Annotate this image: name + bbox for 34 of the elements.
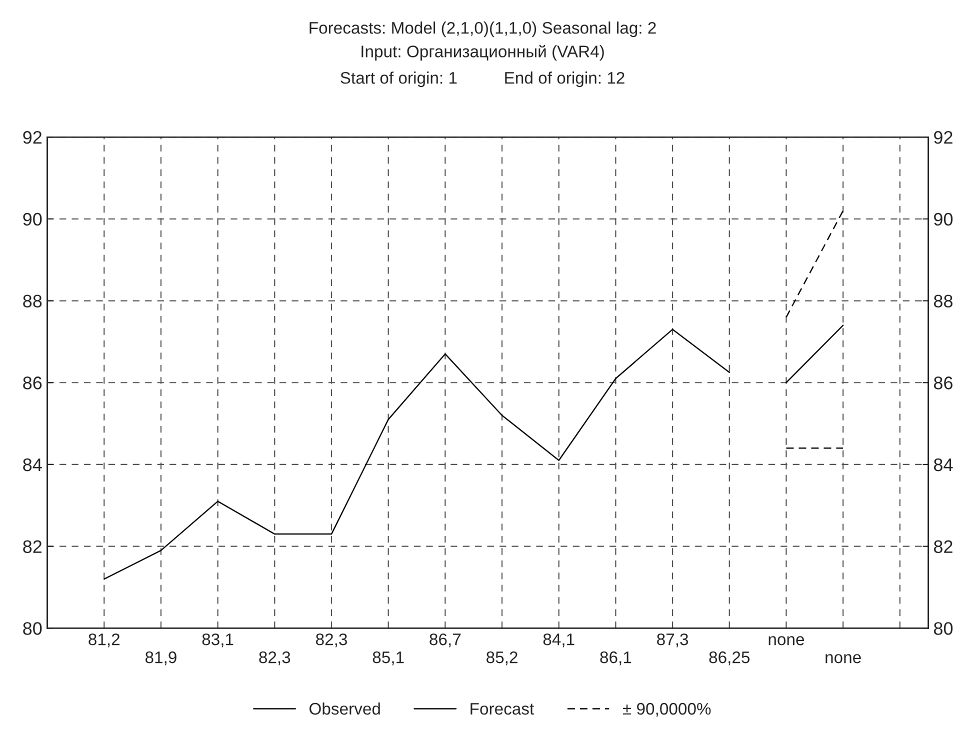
- x-tick-label: 81,9: [145, 651, 176, 666]
- y-tick-label: 88: [23, 294, 42, 308]
- legend-label: Observed: [309, 702, 380, 715]
- y-tick-label: 90: [23, 212, 42, 226]
- chart-subtitle: Input: Организационный (VAR4) Start of origin: 1 End of origin: 12: [340, 44, 624, 88]
- chart-title: Forecasts: Model (2,1,0)(1,1,0) Seasonal lag: 2: [310, 22, 656, 38]
- x-tick-label: 83,1: [202, 633, 234, 648]
- x-tick-label: 82,3: [316, 633, 347, 648]
- legend-label: Forecast: [470, 703, 534, 715]
- x-tick-label: 82,3: [259, 651, 290, 666]
- y2-tick-label: 90: [934, 212, 953, 226]
- x-tick-label: none: [768, 636, 804, 646]
- legend-label: ± 90,0000%: [622, 702, 711, 717]
- y2-tick-label: 92: [934, 131, 952, 144]
- y2-tick-label: 86: [934, 376, 952, 390]
- x-tick-label: 86,25: [709, 651, 750, 666]
- line-series: [104, 328, 730, 580]
- y-tick-label: 92: [23, 131, 42, 144]
- y2-tick-label: 88: [934, 294, 952, 308]
- x-tick-label: 87,3: [657, 633, 688, 648]
- x-tick-label: 85,1: [372, 651, 404, 666]
- y-tick-label: 84: [23, 458, 42, 472]
- x-tick-label: 86,1: [600, 651, 632, 666]
- x-tick-label: 85,2: [486, 651, 518, 666]
- x-tick-label: 81,2: [88, 633, 120, 648]
- y2-tick-label: 80: [934, 622, 953, 635]
- y2-tick-label: 82: [934, 540, 952, 554]
- x-tick-label: 84,1: [543, 633, 574, 648]
- x-tick-label: 86,7: [430, 633, 461, 648]
- x-tick-label: none: [826, 654, 861, 664]
- y-tick-label: 82: [23, 540, 42, 554]
- y-tick-label: 86: [23, 376, 42, 390]
- y-tick-label: 80: [23, 622, 42, 635]
- y2-tick-label: 84: [934, 458, 953, 472]
